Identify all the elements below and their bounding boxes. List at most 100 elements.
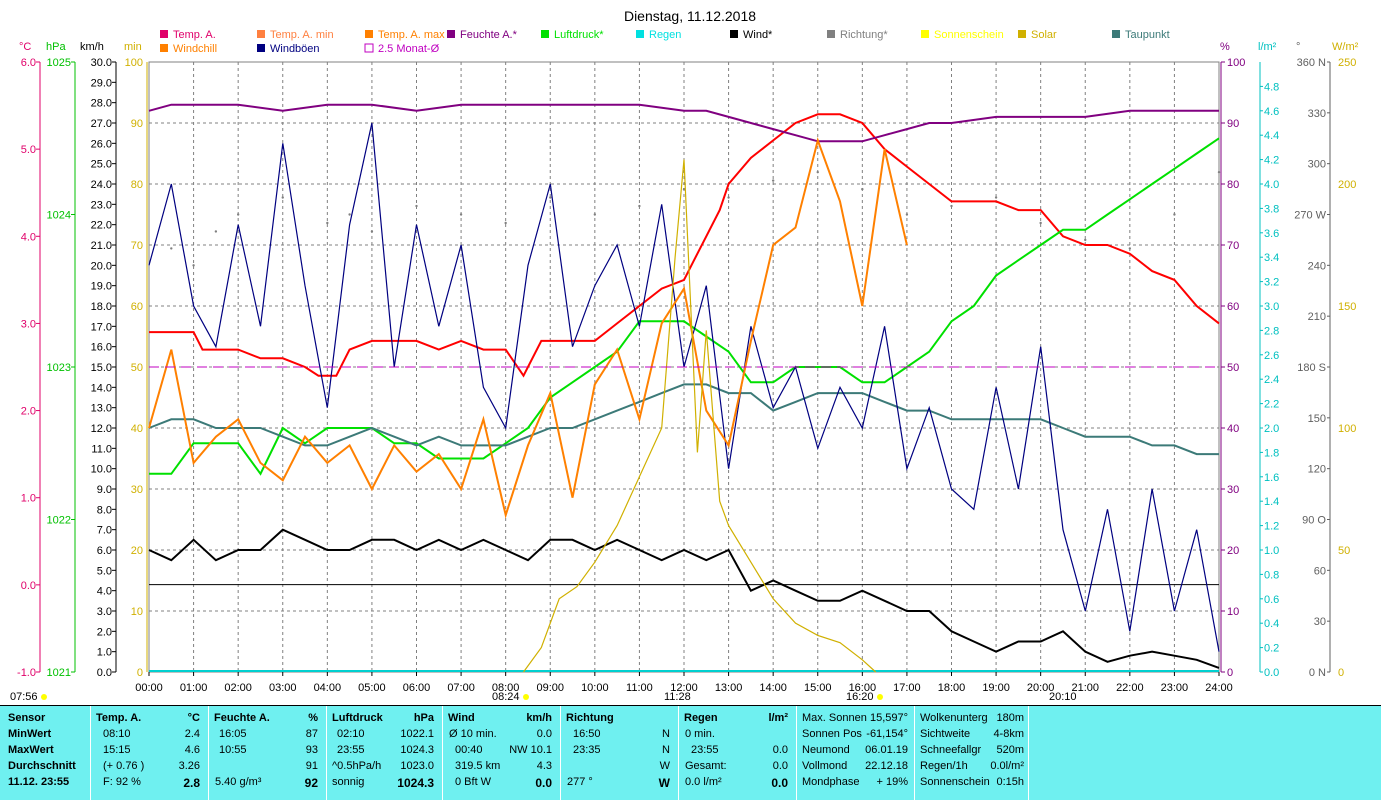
richtung-r1-value: N [662,728,670,740]
richtung-current-value: W [658,776,670,790]
regen-total-label: Gesamt: [685,760,727,772]
richtung-r2-value: N [662,744,670,756]
time-tick: 12:00 [670,682,698,694]
rain-tick: 3.2 [1264,277,1279,289]
unit-kmh: km/h [80,41,104,53]
kmh-tick: 9.0 [97,484,112,496]
temp-min-time: 08:10 [103,728,131,740]
temp-min-value: 2.4 [184,728,200,740]
time-tick: 09:00 [536,682,564,694]
degree-tick: 150 [1308,413,1326,425]
series-temp-a [149,113,1220,378]
degree-tick: 120 [1308,464,1326,476]
percent-tick: 20 [1227,545,1239,557]
hpa-tick: 1021 [47,667,71,679]
series-windchill [148,137,908,519]
feuchte-column: Feuchte A. % 16:05 87 10:55 93 91 5.40 g… [208,706,326,800]
richtung-point [281,196,284,199]
misc-val-1: 4-8km [993,728,1024,740]
kmh-tick: 1.0 [97,647,112,659]
percent-tick: 0 [1227,667,1233,679]
richtung-point [1217,170,1221,174]
percent-tick: 70 [1227,240,1239,252]
time-tick: 07:00 [447,682,475,694]
time-tick: 15:00 [804,682,832,694]
rowlabel-sensor: Sensor [8,712,46,724]
unit-celsius: °C [19,41,31,53]
misc-key-2: Schneefallgr [920,744,982,756]
legend-swatch [257,30,265,38]
wind-unit: km/h [526,712,552,724]
unit-degree: ° [1296,41,1300,53]
kmh-tick: 14.0 [91,382,112,394]
kmh-tick: 26.0 [91,138,112,150]
axis-unit-labels: °C hPa km/h min % l/m² ° W/m² [19,41,1359,53]
time-tick: 19:00 [982,682,1010,694]
kmh-tick: 24.0 [91,179,112,191]
luftdruck-header: Luftdruck [332,712,383,724]
kmh-tick: 12.0 [91,423,112,435]
luftdruck-trend: ^0.5hPa/h [332,760,382,772]
temp-unit: °C [187,712,200,724]
sunrise-sun-icon [523,694,529,700]
rowlabel-max: MaxWert [8,744,54,756]
feuchte-min-value: 87 [305,728,318,740]
richtung-column: Richtung 16:50 N 23:35 N W 277 ° W [560,706,678,800]
time-tick: 04:00 [314,682,342,694]
noon-time: 11:28 [664,691,691,703]
misc-key-4: Sonnenschein [920,776,990,788]
rain-tick: 2.6 [1264,350,1279,362]
min-tick: 90 [131,118,143,130]
rain-tick: 1.6 [1264,472,1279,484]
percent-tick: 40 [1227,423,1239,435]
rain-tick: 0.2 [1264,643,1279,655]
time-tick: 18:00 [938,682,966,694]
kmh-tick: 13.0 [91,403,112,415]
richtung-point [504,221,507,225]
kmh-tick: 21.0 [91,240,112,252]
series-taupunkt [148,383,1219,456]
astro-val-3: 22.12.18 [865,760,908,772]
legend-swatch [827,30,835,38]
wind-avg10-value: 0.0 [536,728,552,740]
percent-tick: 60 [1227,301,1239,313]
min-tick: 80 [131,179,143,191]
legend-swatch [257,44,265,52]
luftdruck-max-value: 1024.3 [400,744,434,756]
time-tick: 13:00 [715,682,743,694]
richtung-point [549,196,552,199]
astro-key-3: Vollmond [802,760,848,772]
feuchte-max-time: 10:55 [219,744,247,756]
time-tick: 21:00 [1071,682,1099,694]
kmh-tick: 27.0 [91,118,112,130]
chart-background [0,0,1381,705]
kmh-tick: 10.0 [91,464,112,476]
rain-tick: 0.8 [1264,569,1279,581]
kmh-tick: 20.0 [91,260,112,272]
kmh-tick: 3.0 [97,606,112,618]
feuchte-header: Feuchte A. [214,712,270,724]
min-tick: 30 [131,484,143,496]
rain-tick: 4.4 [1264,130,1279,142]
time-tick: 01:00 [180,682,208,694]
feuchte-unit: % [308,712,318,724]
legend-label: Feuchte A.* [460,29,518,41]
legend-label: Windböen [270,43,320,55]
wind-header: Wind [448,712,475,724]
x-axis: 00:00 01:00 02:00 03:00 04:00 05:00 06:00 07:00… [135,672,1233,694]
luftdruck-current-value: 1024.3 [397,776,434,790]
percent-tick: 50 [1227,362,1239,374]
temp-max-value: 4.6 [184,744,200,756]
temp-current-value: 2.8 [183,776,200,790]
summary-panel: Sensor MinWert MaxWert Durchschnitt 11.1… [0,705,1381,800]
legend-swatch [921,30,929,38]
time-tick: 23:00 [1161,682,1189,694]
misc-column: Wolkenunterg 180m Sichtweite 4-8km Schne… [914,706,1028,800]
richtung-point [771,179,775,182]
rain-tick: 0.4 [1264,618,1279,630]
legend-swatch [541,30,549,38]
rain-tick: 1.0 [1264,545,1279,557]
unit-hpa: hPa [46,41,66,53]
regen-max-value: 0.0 [772,744,788,756]
unit-wm2: W/m² [1332,41,1359,53]
